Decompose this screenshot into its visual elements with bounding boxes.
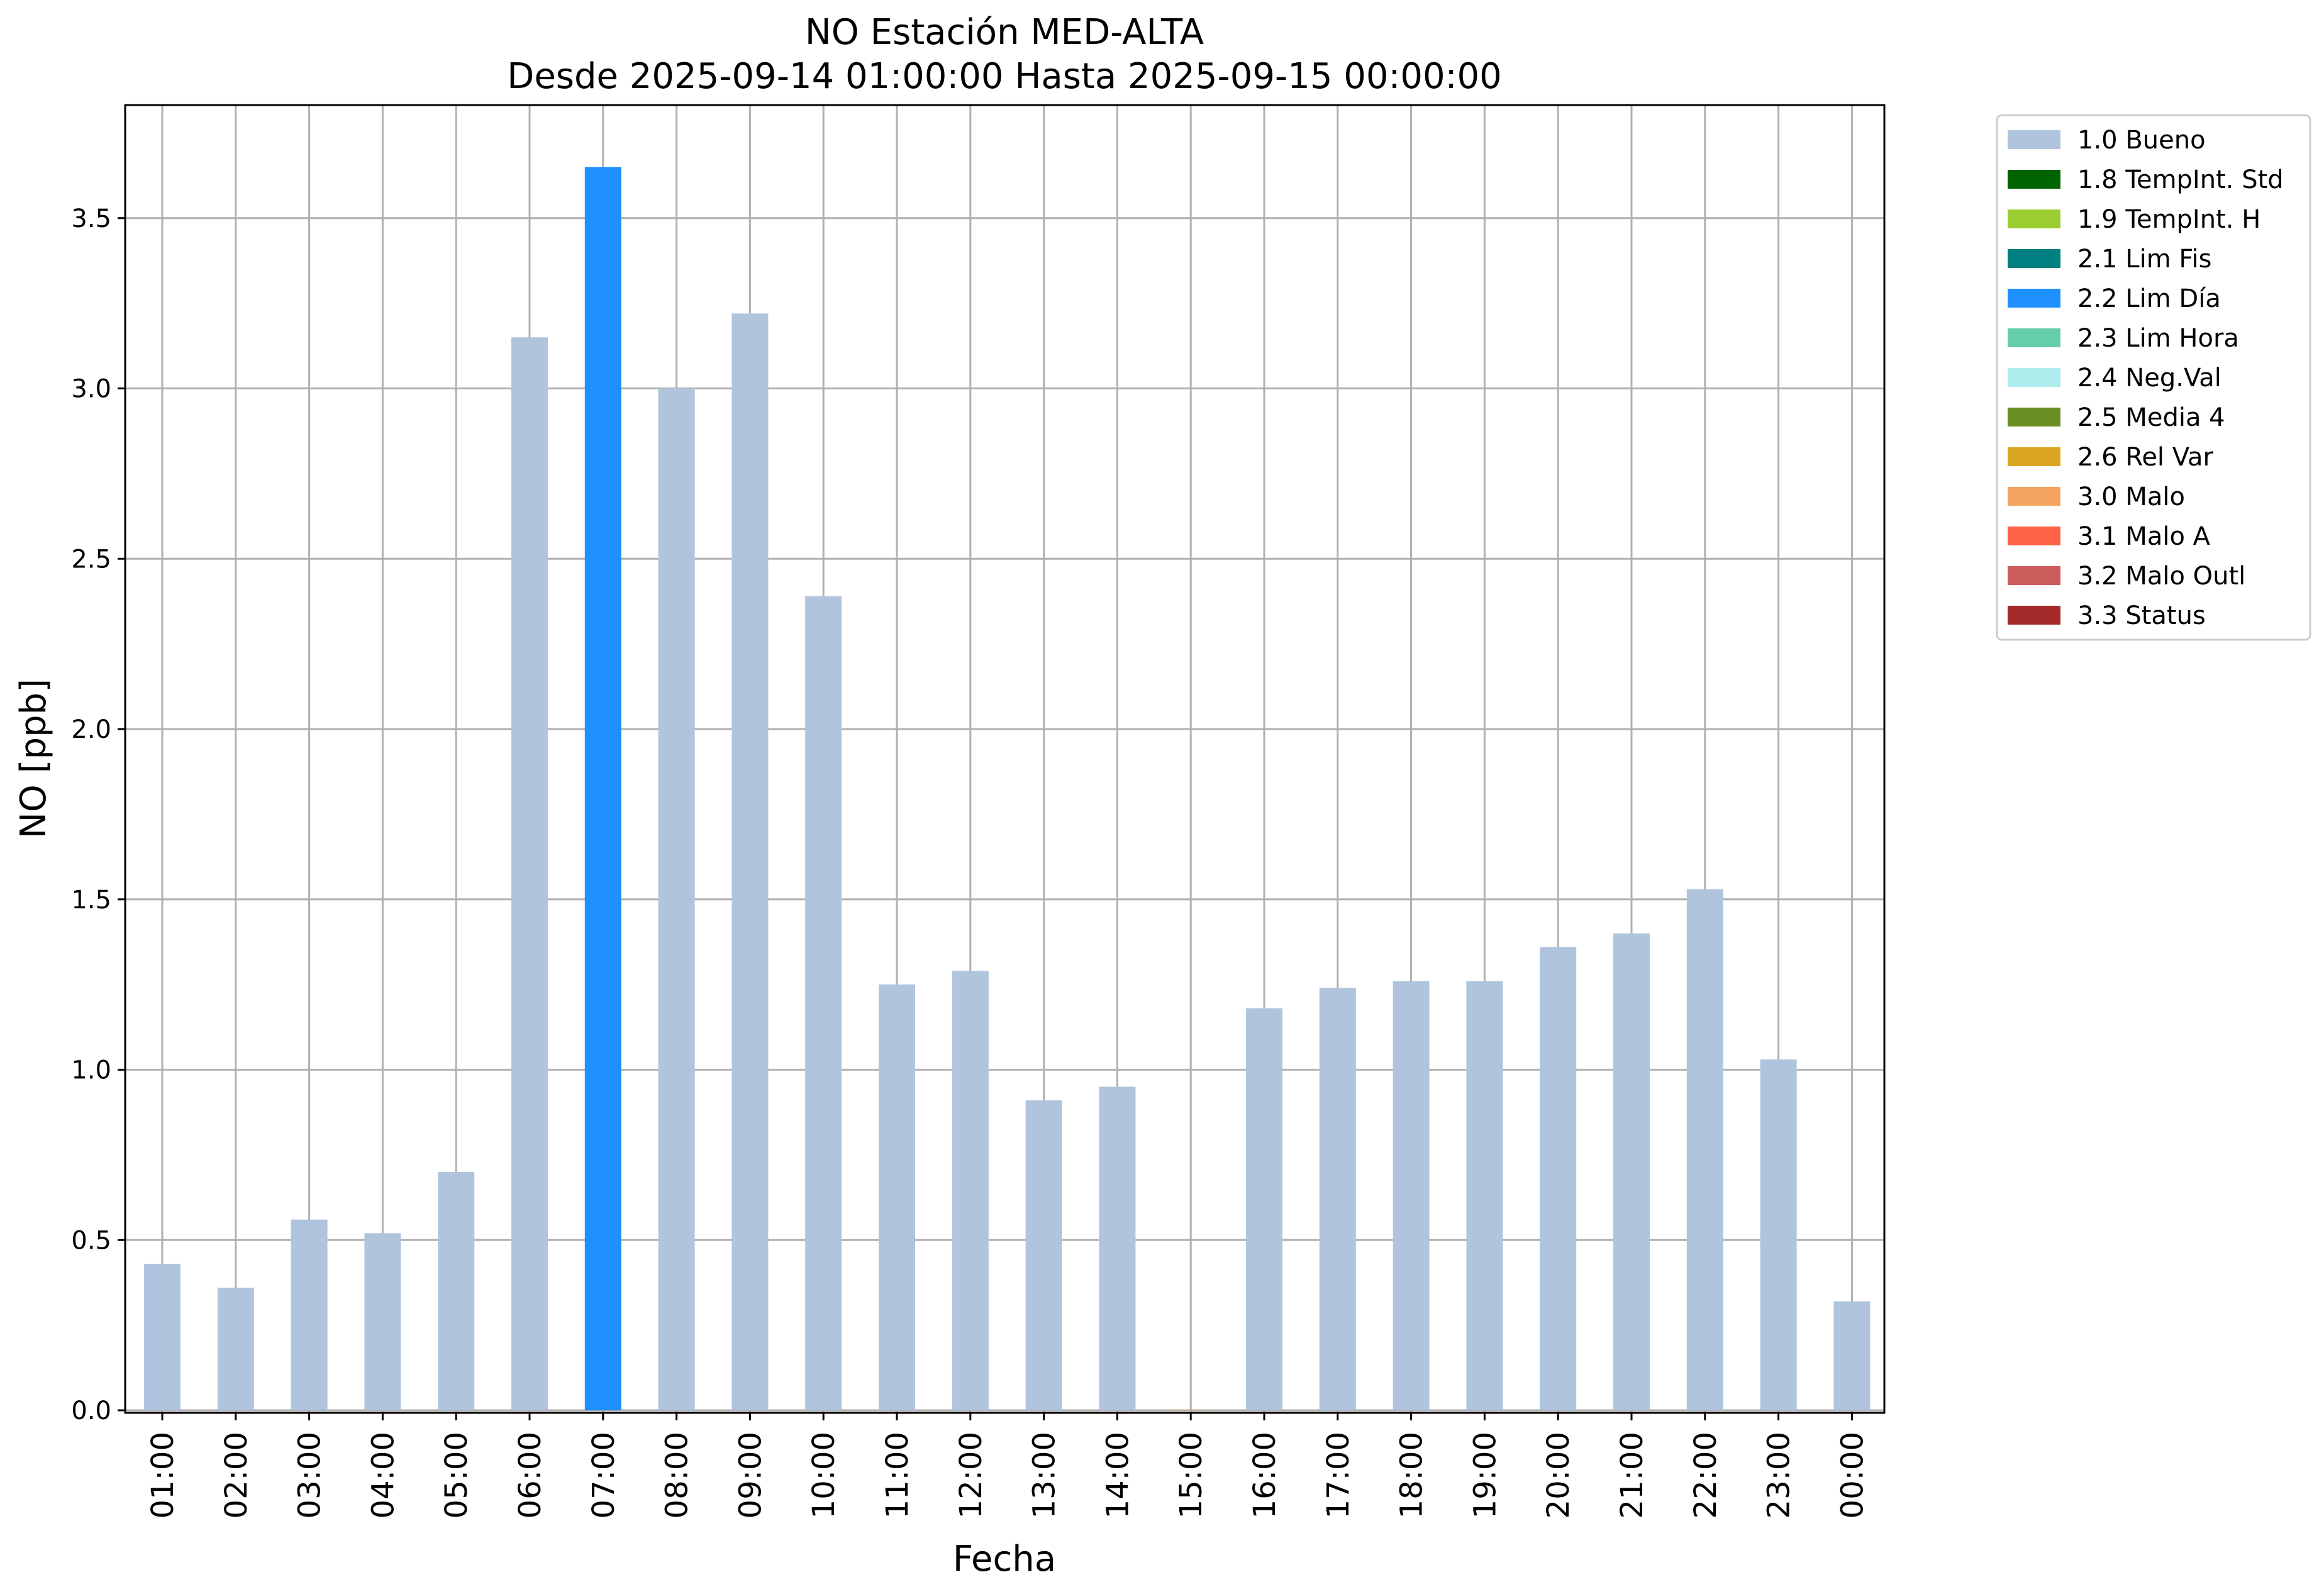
bar-2100 [1613,933,1650,1410]
x-tick-label: 04:00 [365,1432,401,1519]
legend-label: 3.0 Malo [2077,482,2185,511]
x-tick-label: 07:00 [586,1432,621,1519]
bar-0500 [438,1171,475,1410]
x-tick-label: 23:00 [1762,1432,1797,1519]
legend-label: 1.0 Bueno [2077,126,2206,155]
bar-0000 [1833,1301,1871,1410]
x-tick-label: 15:00 [1174,1432,1209,1519]
bar-0900 [731,313,769,1410]
bar-0600 [511,337,548,1410]
legend: 1.0 Bueno 1.8 TempInt. Std 1.9 TempInt. H 2… [1996,114,2311,641]
legend-swatch [2008,527,2060,545]
legend-swatch [2008,209,2060,228]
legend-label: 3.1 Malo A [2077,522,2211,551]
bar-0700 [584,167,621,1410]
y-tick-label: 1.5 [71,886,111,915]
x-tick-label: 03:00 [292,1432,328,1519]
bar-1800 [1393,981,1430,1410]
bar-1200 [952,971,989,1410]
bar-1900 [1466,981,1503,1410]
y-tick-label: 3.0 [71,375,111,404]
legend-swatch [2008,566,2060,585]
bars [144,167,1871,1411]
y-tick-label: 0.5 [71,1226,111,1255]
legend-swatch [2008,289,2060,308]
x-tick-label: 17:00 [1321,1432,1356,1519]
legend-label: 1.9 TempInt. H [2077,205,2260,234]
legend-label: 2.2 Lim Día [2077,284,2221,313]
bar-2300 [1760,1059,1797,1410]
y-tick-label: 2.5 [71,545,111,574]
legend-label: 2.6 Rel Var [2077,443,2214,472]
bar-0100 [144,1264,181,1410]
x-tick-label: 20:00 [1541,1432,1576,1519]
x-tick-label: 19:00 [1467,1432,1503,1519]
x-axis: 01:00 02:00 03:00 04:00 05:00 06:00 07:00 08:00… [145,1413,1870,1519]
bar-1600 [1246,1008,1282,1410]
y-axis: 0.0 0.5 1.0 1.5 2.0 2.5 3.0 3.5 [71,204,125,1425]
legend-label: 2.1 Lim Fis [2077,245,2211,274]
x-tick-label: 02:00 [219,1432,254,1519]
legend-label: 2.4 Neg.Val [2077,364,2221,393]
legend-swatch [2008,408,2060,426]
x-tick-label: 13:00 [1027,1432,1062,1519]
chart-subtitle: Desde 2025-09-14 01:00:00 Hasta 2025-09-… [507,56,1502,97]
legend-swatch [2008,130,2060,149]
bar-0400 [364,1233,401,1410]
x-tick-label: 12:00 [954,1432,989,1519]
bar-1100 [879,984,915,1410]
legend-frame [1996,114,2311,641]
x-tick-label: 01:00 [145,1432,181,1519]
legend-swatch [2008,487,2060,506]
bar-1300 [1025,1100,1062,1410]
x-tick-label: 10:00 [806,1432,842,1519]
plot-frame [124,104,1886,1414]
x-tick-label: 09:00 [733,1432,768,1519]
legend-label: 2.3 Lim Hora [2077,324,2239,353]
legend-swatch [2008,447,2060,466]
legend-label: 3.3 Status [2077,601,2206,630]
legend-swatch [2008,170,2060,189]
y-tick-label: 0.0 [71,1396,111,1425]
legend-swatch [2008,249,2060,268]
legend-swatch [2008,606,2060,625]
x-tick-label: 05:00 [439,1432,474,1519]
bar-1400 [1099,1086,1136,1410]
legend-label: 2.5 Media 4 [2077,403,2225,432]
bar-1700 [1319,988,1356,1410]
x-tick-label: 08:00 [660,1432,695,1519]
legend-label: 3.2 Malo Outl [2077,562,2245,591]
x-tick-label: 06:00 [513,1432,548,1519]
y-axis-label: NO [ppb] [13,679,54,839]
bar-2200 [1686,889,1723,1410]
x-tick-label: 18:00 [1394,1432,1430,1519]
x-tick-label: 22:00 [1688,1432,1723,1519]
x-tick-label: 14:00 [1100,1432,1135,1519]
legend-swatch [2008,328,2060,347]
bar-0800 [658,388,695,1410]
legend-swatch [2008,368,2060,387]
legend-label: 1.8 TempInt. Std [2077,165,2284,194]
y-tick-label: 2.0 [71,715,111,744]
bar-1000 [805,596,842,1411]
x-tick-label: 16:00 [1247,1432,1282,1519]
chart-title: NO Estación MED-ALTA [805,12,1204,53]
bar-0300 [291,1219,328,1410]
x-axis-label: Fecha [953,1539,1056,1580]
y-tick-label: 3.5 [71,204,111,233]
x-tick-label: 21:00 [1615,1432,1650,1519]
y-tick-label: 1.0 [71,1056,111,1085]
bar-0200 [217,1288,254,1410]
bar-2000 [1540,947,1577,1410]
x-tick-label: 00:00 [1835,1432,1870,1519]
x-tick-label: 11:00 [880,1432,915,1519]
